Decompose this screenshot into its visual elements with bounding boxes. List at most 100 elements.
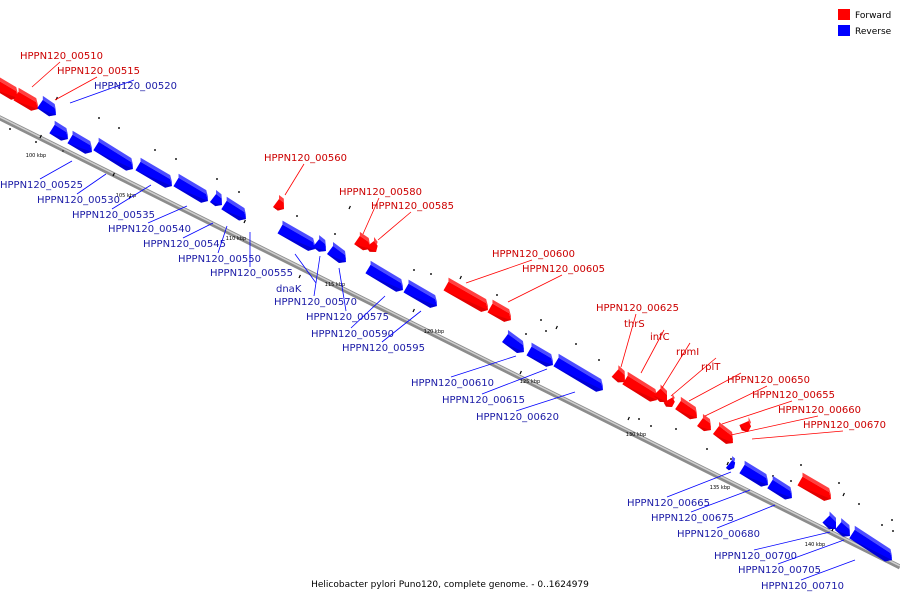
gene-arrow-top (408, 279, 437, 306)
gene-arrow[interactable] (797, 472, 831, 501)
gene-label[interactable]: HPPN120_00660 (778, 405, 861, 416)
tick-dot (790, 480, 792, 482)
gene-arrow[interactable] (834, 518, 850, 537)
gene-leader-line (800, 559, 856, 581)
gene-label[interactable]: HPPN120_00510 (20, 51, 103, 62)
gene-arrow[interactable] (354, 231, 370, 251)
gene-arrow[interactable] (849, 525, 892, 562)
gene-arrow-top (359, 231, 370, 249)
gene-arrow[interactable] (725, 456, 736, 471)
gene-arrow[interactable] (273, 195, 284, 211)
gene-arrow[interactable] (822, 511, 836, 529)
gene-arrow-face (135, 161, 172, 188)
gene-label[interactable]: HPPN120_00535 (72, 210, 155, 221)
legend-reverse-swatch (838, 25, 850, 36)
gene-leader-line (338, 267, 347, 312)
gene-label[interactable]: HPPN120_00605 (522, 264, 605, 275)
gene-arrow[interactable] (277, 220, 315, 251)
gene-label[interactable]: HPPN120_00700 (714, 551, 797, 562)
gene-label[interactable]: HPPN120_00675 (651, 513, 734, 524)
gene-label[interactable]: HPPN120_00680 (677, 529, 760, 540)
gene-label[interactable]: HPPN120_00615 (442, 395, 525, 406)
gene-label[interactable]: HPPN120_00570 (274, 297, 357, 308)
gene-arrow[interactable] (526, 342, 553, 367)
gene-arrow[interactable] (312, 235, 326, 252)
gene-arrow-face (365, 264, 403, 292)
tick-dot (98, 117, 100, 119)
gene-label[interactable]: thrS (624, 319, 645, 330)
gene-arrow[interactable] (49, 120, 68, 141)
gene-arrow[interactable] (712, 422, 733, 444)
gene-arrow[interactable] (502, 329, 524, 354)
gene-label[interactable]: HPPN120_00545 (143, 239, 226, 250)
gene-arrow[interactable] (553, 353, 603, 392)
gene-leader-line (481, 368, 548, 395)
gene-label[interactable]: HPPN120_00540 (108, 224, 191, 235)
gene-leader-line (217, 225, 228, 254)
gene-label[interactable]: HPPN120_00620 (476, 412, 559, 423)
tick-major (726, 461, 729, 466)
gene-arrow[interactable] (697, 413, 711, 432)
gene-arrow[interactable] (93, 137, 133, 171)
gene-arrow[interactable] (675, 396, 697, 420)
gene-label[interactable]: HPPN120_00600 (492, 249, 575, 260)
gene-arrow-shade (663, 402, 672, 407)
gene-label[interactable]: HPPN120_00550 (178, 254, 261, 265)
gene-label[interactable]: HPPN120_00520 (94, 81, 177, 92)
gene-arrow[interactable] (37, 95, 56, 117)
gene-arrow[interactable] (327, 242, 346, 263)
gene-label[interactable]: HPPN120_00555 (210, 268, 293, 279)
gene-arrow[interactable] (622, 371, 657, 402)
gene-label[interactable]: dnaK (276, 284, 302, 295)
gene-label[interactable]: infC (650, 332, 670, 343)
gene-label[interactable]: HPPN120_00595 (342, 343, 425, 354)
gene-arrow[interactable] (221, 196, 246, 221)
gene-label[interactable]: HPPN120_00580 (339, 187, 422, 198)
gene-arrow[interactable] (366, 237, 378, 252)
gene-label[interactable]: HPPN120_00665 (627, 498, 710, 509)
gene-arrow[interactable] (13, 87, 39, 111)
gene-label[interactable]: HPPN120_00655 (752, 390, 835, 401)
gene-label[interactable]: HPPN120_00610 (411, 378, 494, 389)
gene-arrow[interactable] (443, 277, 488, 312)
gene-label[interactable]: HPPN120_00560 (264, 153, 347, 164)
gene-label[interactable]: HPPN120_00590 (311, 329, 394, 340)
gene-label[interactable]: HPPN120_00525 (0, 180, 83, 191)
gene-arrow[interactable] (67, 130, 92, 154)
gene-leader-line (39, 160, 73, 180)
gene-arrow[interactable] (365, 260, 403, 292)
gene-label[interactable]: HPPN120_00625 (596, 303, 679, 314)
gene-arrow[interactable] (173, 173, 208, 203)
gene-arrow-face (502, 333, 524, 354)
gene-leader-line (54, 76, 98, 101)
gene-arrow[interactable] (487, 299, 511, 322)
gene-arrow[interactable] (0, 77, 18, 100)
gene-arrow[interactable] (209, 190, 222, 207)
gene-label[interactable]: HPPN120_00515 (57, 66, 140, 77)
gene-label[interactable]: HPPN120_00585 (371, 201, 454, 212)
gene-arrow[interactable] (663, 393, 675, 407)
gene-leader-line (620, 313, 637, 368)
gene-label[interactable]: HPPN120_00575 (306, 312, 389, 323)
gene-arrow[interactable] (611, 365, 625, 383)
gene-arrow[interactable] (135, 157, 172, 188)
gene-label[interactable]: HPPN120_00650 (727, 375, 810, 386)
gene-arrow[interactable] (403, 279, 437, 308)
gene-arrow-top (854, 525, 892, 560)
tick-dot (598, 359, 600, 361)
gene-arrow[interactable] (739, 416, 751, 432)
gene-arrow[interactable] (767, 475, 792, 500)
gene-arrow-shade (365, 273, 403, 292)
gene-leader-line (690, 489, 751, 513)
tick-dot (525, 333, 527, 335)
gene-label[interactable]: HPPN120_00705 (738, 565, 821, 576)
gene-leader-line (294, 253, 317, 284)
gene-arrow[interactable] (653, 384, 667, 402)
gene-label[interactable]: HPPN120_00710 (761, 581, 844, 592)
gene-label[interactable]: HPPN120_00670 (803, 420, 886, 431)
gene-label[interactable]: rplT (701, 362, 721, 373)
gene-arrow[interactable] (739, 460, 768, 487)
gene-label[interactable]: HPPN120_00530 (37, 195, 120, 206)
gene-label[interactable]: rpmI (676, 347, 699, 358)
gene-leader-line (284, 163, 305, 196)
